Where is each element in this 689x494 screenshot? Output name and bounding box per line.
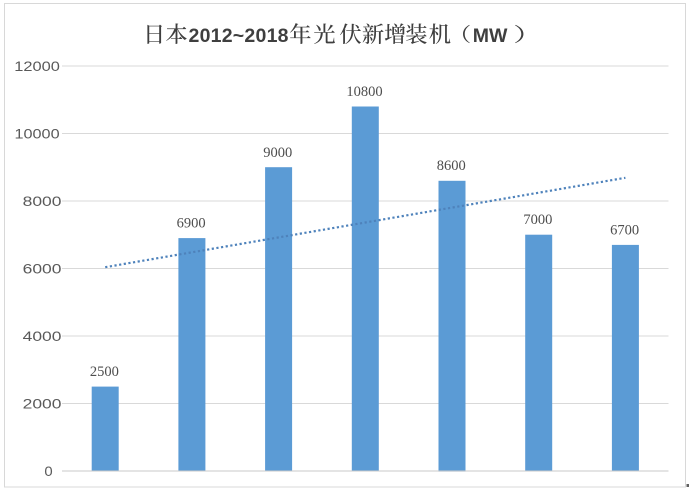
svg-text:4000: 4000 xyxy=(23,329,62,344)
svg-text:10000: 10000 xyxy=(15,127,60,142)
svg-text:0: 0 xyxy=(44,464,53,479)
svg-text:12000: 12000 xyxy=(14,59,60,74)
svg-text:2012~2018: 2012~2018 xyxy=(189,25,289,47)
svg-text:MW: MW xyxy=(473,25,508,47)
svg-text:9000: 9000 xyxy=(263,145,292,161)
svg-text:2500: 2500 xyxy=(90,364,119,380)
svg-text:6000: 6000 xyxy=(23,262,62,277)
svg-text:7000: 7000 xyxy=(523,212,552,228)
svg-text:8000: 8000 xyxy=(23,194,62,209)
svg-text:2000: 2000 xyxy=(23,397,62,412)
svg-text:6700: 6700 xyxy=(610,222,639,238)
svg-text:8600: 8600 xyxy=(437,158,466,174)
svg-text:6900: 6900 xyxy=(177,216,206,232)
svg-text:10800: 10800 xyxy=(346,84,382,100)
